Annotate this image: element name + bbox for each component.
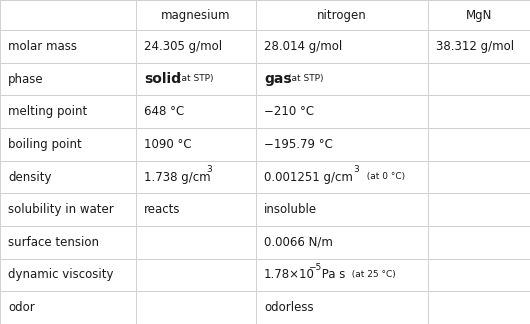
Text: solid: solid [144,72,181,86]
Text: −210 °C: −210 °C [264,105,314,118]
Text: MgN: MgN [466,8,492,21]
Text: (at STP): (at STP) [288,75,323,84]
Text: 1.738 g/cm: 1.738 g/cm [144,170,210,183]
Text: magnesium: magnesium [161,8,231,21]
Text: 0.0066 N/m: 0.0066 N/m [264,236,333,249]
Text: 1.78×10: 1.78×10 [264,269,315,282]
Text: solubility in water: solubility in water [8,203,114,216]
Text: nitrogen: nitrogen [317,8,367,21]
Text: melting point: melting point [8,105,87,118]
Text: molar mass: molar mass [8,40,77,53]
Text: reacts: reacts [144,203,181,216]
Text: 28.014 g/mol: 28.014 g/mol [264,40,342,53]
Text: 38.312 g/mol: 38.312 g/mol [436,40,514,53]
Text: Pa s: Pa s [318,269,346,282]
Text: (at STP): (at STP) [178,75,214,84]
Text: −5: −5 [308,263,321,272]
Text: (at 0 °C): (at 0 °C) [361,172,405,181]
Text: −195.79 °C: −195.79 °C [264,138,333,151]
Text: boiling point: boiling point [8,138,82,151]
Text: 0.001251 g/cm: 0.001251 g/cm [264,170,353,183]
Text: dynamic viscosity: dynamic viscosity [8,269,113,282]
Text: density: density [8,170,51,183]
Text: 3: 3 [353,165,359,174]
Text: odorless: odorless [264,301,314,314]
Text: 24.305 g/mol: 24.305 g/mol [144,40,222,53]
Text: phase: phase [8,73,43,86]
Text: 648 °C: 648 °C [144,105,184,118]
Text: surface tension: surface tension [8,236,99,249]
Text: odor: odor [8,301,35,314]
Text: 1090 °C: 1090 °C [144,138,192,151]
Text: 3: 3 [206,165,212,174]
Text: insoluble: insoluble [264,203,317,216]
Text: (at 25 °C): (at 25 °C) [346,271,396,280]
Text: gas: gas [264,72,292,86]
